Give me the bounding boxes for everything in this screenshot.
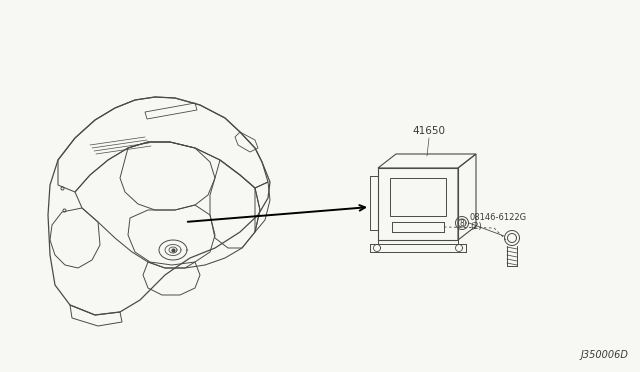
Text: (2): (2)	[470, 222, 482, 231]
Text: J350006D: J350006D	[580, 350, 628, 360]
Text: 08146-6122G: 08146-6122G	[470, 212, 527, 221]
Text: 8: 8	[460, 218, 465, 228]
Text: 41650: 41650	[413, 126, 445, 136]
